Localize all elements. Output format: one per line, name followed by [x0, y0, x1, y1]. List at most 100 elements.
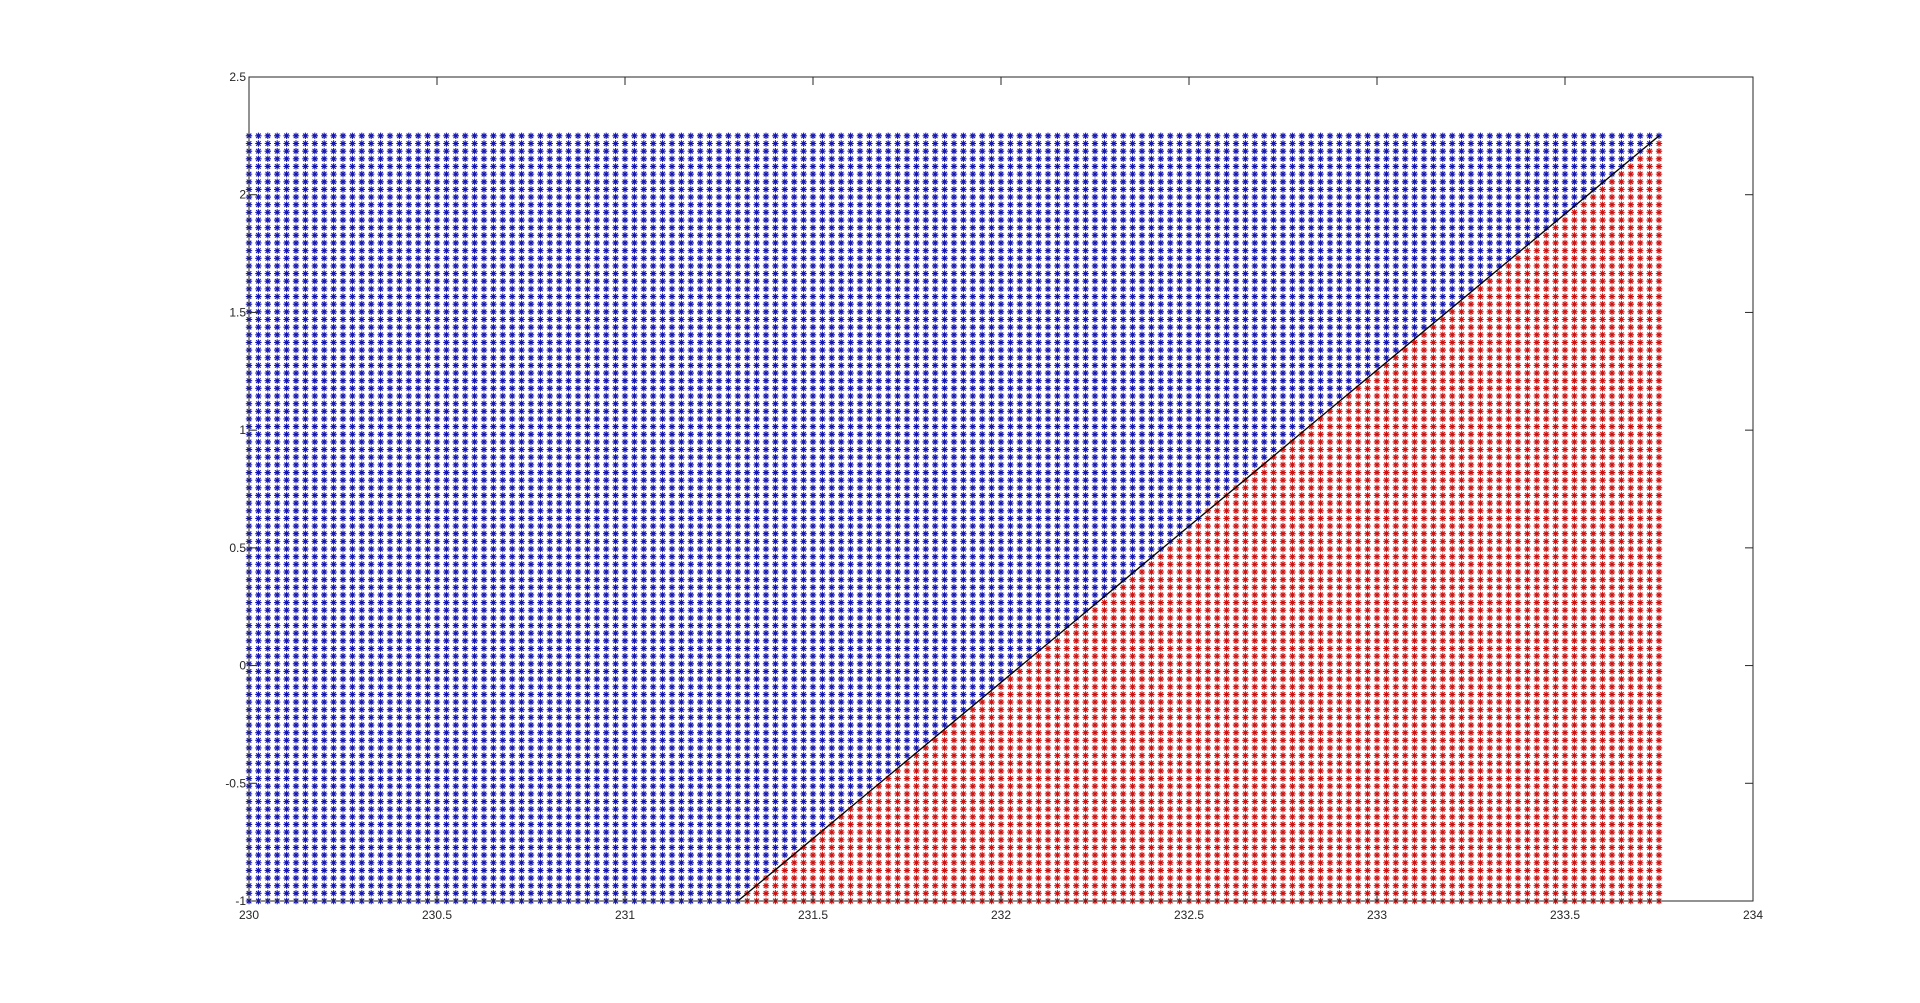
data-point — [302, 508, 308, 514]
data-point — [349, 806, 355, 812]
data-point — [556, 324, 562, 330]
data-point — [697, 844, 703, 850]
data-point — [255, 561, 261, 567]
data-point — [415, 607, 421, 613]
data-point — [688, 492, 694, 498]
data-point — [396, 691, 402, 697]
data-point — [349, 247, 355, 253]
data-point — [678, 561, 684, 567]
data-point — [547, 622, 553, 628]
data-point — [659, 431, 665, 437]
data-point — [509, 844, 515, 850]
data-point — [622, 722, 628, 728]
data-point — [659, 538, 665, 544]
data-point — [528, 783, 534, 789]
data-point — [434, 439, 440, 445]
data-point — [321, 615, 327, 621]
data-point — [321, 638, 327, 644]
data-point — [359, 867, 365, 873]
data-point — [293, 171, 299, 177]
data-point — [490, 492, 496, 498]
data-point — [669, 255, 675, 261]
data-point — [556, 171, 562, 177]
data-point — [594, 309, 600, 315]
data-point — [641, 400, 647, 406]
data-point — [453, 133, 459, 139]
data-point — [415, 867, 421, 873]
data-point — [641, 163, 647, 169]
data-point — [641, 385, 647, 391]
data-point — [622, 324, 628, 330]
data-point — [443, 301, 449, 307]
data-point — [509, 431, 515, 437]
data-point — [490, 148, 496, 154]
data-point — [462, 454, 468, 460]
data-point — [575, 806, 581, 812]
data-point — [434, 477, 440, 483]
data-point — [481, 821, 487, 827]
data-point — [584, 768, 590, 774]
data-point — [575, 385, 581, 391]
data-point — [678, 393, 684, 399]
data-point — [462, 607, 468, 613]
data-point — [368, 553, 374, 559]
data-point — [462, 140, 468, 146]
data-point — [678, 837, 684, 843]
data-point — [622, 737, 628, 743]
data-point — [528, 768, 534, 774]
data-point — [396, 798, 402, 804]
data-point — [641, 615, 647, 621]
data-point — [584, 561, 590, 567]
data-point — [603, 515, 609, 521]
data-point — [453, 148, 459, 154]
data-point — [537, 332, 543, 338]
data-point — [283, 156, 289, 162]
data-point — [641, 561, 647, 567]
data-point — [340, 806, 346, 812]
data-point — [424, 668, 430, 674]
data-point — [453, 378, 459, 384]
data-point — [631, 729, 637, 735]
data-point — [575, 209, 581, 215]
data-point — [283, 378, 289, 384]
data-point — [283, 576, 289, 582]
data-point — [274, 783, 280, 789]
data-point — [697, 691, 703, 697]
data-point — [650, 316, 656, 322]
data-point — [453, 538, 459, 544]
data-point — [575, 293, 581, 299]
data-point — [603, 653, 609, 659]
data-point — [293, 645, 299, 651]
data-point — [650, 852, 656, 858]
data-point — [509, 454, 515, 460]
data-point — [641, 492, 647, 498]
data-point — [340, 607, 346, 613]
data-point — [349, 668, 355, 674]
data-point — [650, 814, 656, 820]
data-point — [697, 546, 703, 552]
data-point — [706, 783, 712, 789]
data-point — [697, 630, 703, 636]
data-point — [584, 707, 590, 713]
data-point — [678, 553, 684, 559]
data-point — [377, 561, 383, 567]
data-point — [650, 500, 656, 506]
data-point — [462, 301, 468, 307]
data-point — [377, 309, 383, 315]
data-point — [321, 140, 327, 146]
data-point — [481, 798, 487, 804]
data-point — [500, 355, 506, 361]
data-point — [669, 714, 675, 720]
data-point — [434, 324, 440, 330]
data-point — [368, 676, 374, 682]
data-point — [387, 867, 393, 873]
data-point — [387, 186, 393, 192]
data-point — [481, 515, 487, 521]
data-point — [575, 668, 581, 674]
data-point — [396, 408, 402, 414]
data-point — [462, 890, 468, 896]
data-point — [631, 286, 637, 292]
data-point — [688, 791, 694, 797]
data-point — [537, 661, 543, 667]
data-point — [612, 446, 618, 452]
